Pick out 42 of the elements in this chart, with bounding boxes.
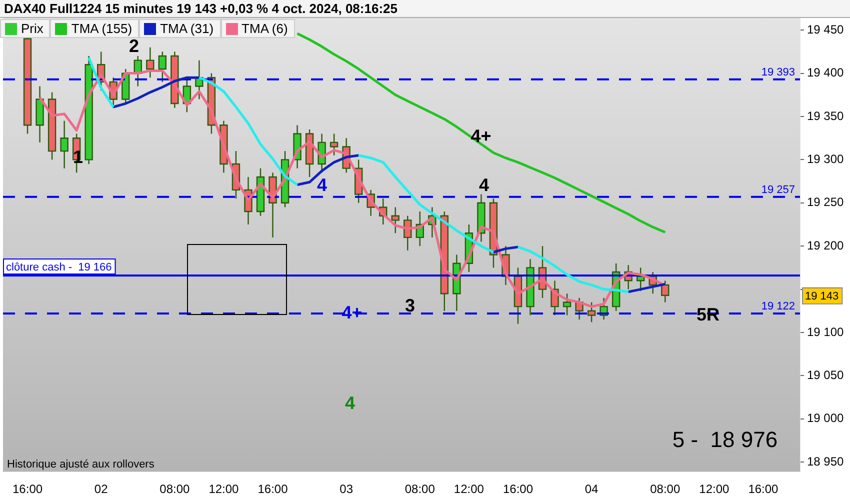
y-tick-label: 19 200 bbox=[807, 238, 844, 252]
y-tick-label: 19 400 bbox=[807, 66, 844, 80]
x-tick-label: 08:00 bbox=[650, 482, 680, 496]
ref-line-label: clôture cash - 19 166 bbox=[6, 261, 112, 274]
annotation: 3 bbox=[404, 295, 416, 316]
ref-line-label: 19 257 bbox=[761, 184, 795, 196]
ref-line-label: 19 122 bbox=[761, 300, 795, 312]
annotation: Historique ajusté aux rollovers bbox=[7, 458, 155, 471]
annotation: 5 - 18 976 bbox=[672, 427, 778, 452]
annotation: 5R bbox=[696, 304, 720, 324]
x-tick-label: 04 bbox=[584, 482, 599, 496]
y-tick-label: 19 350 bbox=[807, 108, 844, 123]
x-tick-label: 03 bbox=[340, 482, 354, 496]
legend-label: TMA (31) bbox=[160, 21, 214, 36]
legend-label: TMA (6) bbox=[242, 21, 288, 36]
annotation: 2 bbox=[128, 36, 140, 56]
x-tick-label: 08:00 bbox=[160, 482, 190, 496]
ref-line-label: 19 393 bbox=[761, 66, 795, 78]
legend-label: TMA (155) bbox=[71, 21, 132, 36]
y-tick-label: 19 100 bbox=[807, 324, 844, 339]
annotation: 19 143 bbox=[805, 290, 839, 302]
y-tick-label: 19 000 bbox=[807, 411, 844, 426]
legend-label: Prix bbox=[21, 21, 44, 36]
y-tick-label: 18 950 bbox=[807, 454, 844, 468]
x-tick-label: 02 bbox=[94, 482, 108, 496]
chart-title: DAX40 Full1224 15 minutes 19 143 +0,03 % 4 oct. 2024, 08:16:25 bbox=[0, 0, 850, 18]
x-tick-label: 12:00 bbox=[699, 482, 730, 496]
y-tick-label: 19 300 bbox=[807, 152, 844, 166]
y-tick-label: 19 050 bbox=[807, 368, 844, 382]
annotation: 4 bbox=[344, 392, 356, 413]
x-tick-label: 16:00 bbox=[12, 482, 43, 496]
x-tick-label: 16:00 bbox=[502, 482, 534, 496]
x-tick-label: 12:00 bbox=[208, 482, 240, 496]
y-tick-label: 19 250 bbox=[807, 195, 844, 210]
annotation: 4 bbox=[316, 174, 328, 195]
x-tick-label: 12:00 bbox=[454, 482, 484, 496]
y-tick-label: 19 450 bbox=[807, 22, 844, 36]
annotation: 4 bbox=[478, 174, 490, 195]
x-tick-label: 08:00 bbox=[404, 482, 436, 496]
x-tick-label: 16:00 bbox=[748, 482, 779, 496]
x-tick-label: 16:00 bbox=[258, 482, 288, 496]
annotation: 4+ bbox=[470, 126, 492, 146]
